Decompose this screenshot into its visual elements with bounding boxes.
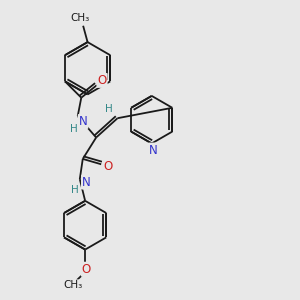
Text: N: N <box>79 115 87 128</box>
Text: O: O <box>82 263 91 276</box>
Text: O: O <box>98 74 107 87</box>
Text: CH₃: CH₃ <box>63 280 82 290</box>
Text: H: H <box>70 185 78 195</box>
Text: H: H <box>105 104 113 114</box>
Text: H: H <box>70 124 78 134</box>
Text: CH₃: CH₃ <box>70 13 90 23</box>
Text: N: N <box>82 176 91 189</box>
Text: N: N <box>149 143 158 157</box>
Text: O: O <box>103 160 112 173</box>
